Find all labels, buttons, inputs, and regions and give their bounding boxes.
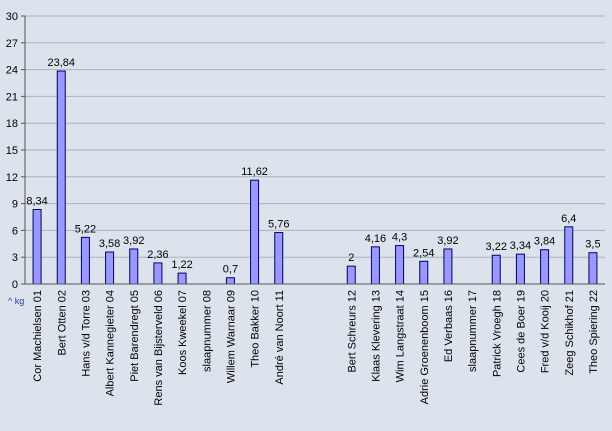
x-tick-label: Koos Kweekel 07 [177, 290, 189, 375]
x-tick-labels: Cor Machielsen 01 Bert Otten 02 Hans v/d T… [32, 290, 600, 406]
data-label: 3,5 [585, 239, 600, 251]
data-label: 5,22 [75, 223, 96, 235]
data-label: 3,58 [99, 238, 120, 250]
bar [346, 265, 356, 285]
bar [515, 253, 525, 285]
unit-label: ^ kg [8, 296, 24, 306]
data-label: 1,22 [171, 259, 192, 271]
y-tick-label: 21 [6, 91, 18, 103]
data-label: 6,4 [561, 213, 576, 225]
x-tick-label: Fred v/d Kooij 20 [540, 290, 552, 373]
data-label: 5,76 [268, 219, 289, 231]
data-label: 3,92 [123, 235, 144, 247]
gridlines [21, 15, 605, 285]
bar [588, 252, 598, 285]
data-label: 2,54 [413, 247, 434, 259]
x-tick-label: Ed Verbaas 16 [443, 290, 455, 362]
bar [274, 232, 284, 285]
x-tick-label: Zeeg Schikhof 21 [564, 290, 576, 376]
bar [419, 260, 429, 285]
bar [105, 251, 115, 285]
y-tick-label: 3 [12, 252, 18, 264]
x-tick-label: Theo Bakker 10 [250, 290, 262, 368]
bar [395, 245, 405, 285]
data-label: 8,34 [26, 195, 47, 207]
x-tick-label: Rens van Bijsterveld 06 [153, 290, 165, 406]
y-tick-label: 27 [6, 38, 18, 50]
data-label: 2 [348, 252, 354, 264]
bar [370, 246, 380, 285]
data-label: 4,16 [365, 233, 386, 245]
bar [564, 226, 574, 285]
x-tick-label: Bert Schreurs 12 [346, 290, 358, 373]
data-label: 3,34 [510, 240, 531, 252]
x-tick-label: Cor Machielsen 01 [32, 290, 44, 382]
bars [32, 70, 598, 285]
x-tick-label: Cees de Boer 19 [515, 290, 527, 373]
bar [56, 70, 66, 285]
x-tick-label: Wim Langstraat 14 [395, 290, 407, 382]
y-tick-label: 6 [12, 225, 18, 237]
y-tick-label: 0 [12, 279, 18, 291]
x-tick-label: Piet Barendregt 05 [129, 290, 141, 382]
x-tick-label: Bert Otten 02 [56, 290, 68, 355]
y-tick-label: 12 [6, 172, 18, 184]
bar [177, 272, 187, 285]
y-tick-label: 30 [6, 11, 18, 23]
data-label: 4,3 [392, 232, 407, 244]
x-tick-label: Hans v/d Torre 03 [80, 290, 92, 377]
data-label: 2,36 [147, 249, 168, 261]
data-label: 23,84 [47, 57, 75, 69]
y-tick-labels: 0 3 6 9 12 15 18 21 24 27 30 [6, 11, 18, 291]
bar [443, 248, 453, 285]
x-tick-label: slaapnummer 17 [467, 290, 479, 372]
data-label: 3,84 [534, 236, 555, 248]
bar [225, 277, 235, 285]
x-tick-label: Adrie Groenenboom 15 [419, 290, 431, 404]
bar [153, 262, 163, 285]
bar [32, 208, 42, 285]
x-tick-label: André van Noort 11 [274, 290, 286, 385]
x-tick-label: slaapnummer 08 [201, 290, 213, 372]
data-label: 0,7 [223, 264, 238, 276]
x-tick-label: Patrick Vroegh 18 [491, 290, 503, 377]
x-tick-label: Klaas Klevering 13 [370, 290, 382, 382]
x-tick-label: Albert Kannegieter 04 [105, 290, 117, 396]
y-tick-label: 15 [6, 145, 18, 157]
x-tick-label: Theo Spiering 22 [588, 290, 600, 374]
bar [129, 248, 139, 285]
y-tick-label: 24 [6, 65, 18, 77]
bar [540, 249, 550, 285]
bar [491, 254, 501, 285]
data-label: 3,92 [437, 235, 458, 247]
y-tick-label: 9 [12, 199, 18, 211]
data-label: 3,22 [486, 241, 507, 253]
x-tick-label: Willem Warnaar 09 [225, 290, 237, 383]
bar [80, 236, 90, 285]
y-tick-label: 18 [6, 118, 18, 130]
data-label: 11,62 [241, 166, 268, 178]
bar [250, 179, 260, 285]
